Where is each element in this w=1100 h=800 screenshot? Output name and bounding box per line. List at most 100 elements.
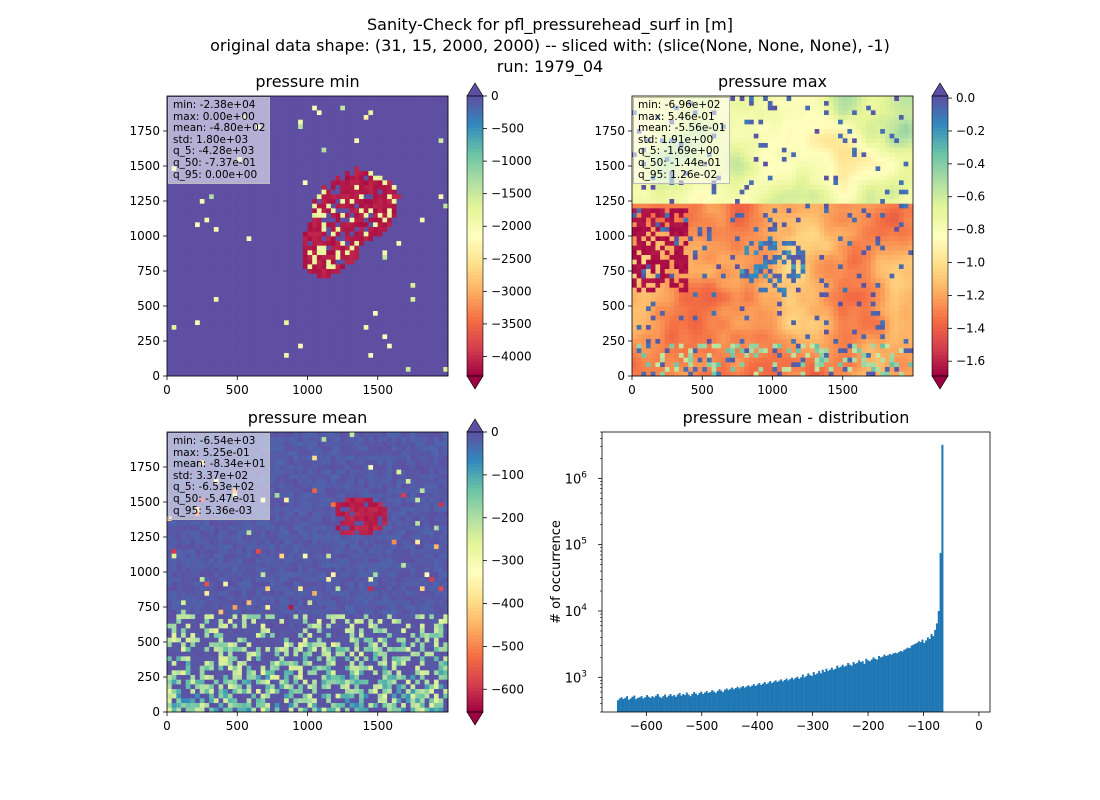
heatmap-cell [326, 100, 332, 106]
heatmap-cell [185, 282, 191, 288]
heatmap-cell [636, 189, 642, 195]
heatmap-cell [692, 320, 698, 326]
colorbar-segment [467, 141, 483, 146]
heatmap-cell [641, 324, 647, 330]
heatmap-cell [646, 240, 652, 246]
heatmap-cell [359, 357, 365, 363]
colorbar-segment [467, 323, 483, 328]
heatmap-cell [279, 282, 285, 288]
heatmap-cell [265, 324, 271, 330]
heatmap-cell [326, 110, 332, 116]
heatmap-cell [312, 282, 318, 288]
heatmap-cell [213, 287, 219, 293]
heatmap-cell [335, 329, 341, 335]
heatmap-cell [377, 110, 383, 116]
heatmap-cell [697, 292, 703, 298]
heatmap-cell [227, 198, 233, 204]
heatmap-cell [429, 128, 435, 134]
heatmap-cell [223, 250, 229, 256]
heatmap-cell [396, 128, 402, 134]
heatmap-cell [321, 250, 327, 256]
heatmap-cell [288, 357, 294, 363]
heatmap-cell [185, 184, 191, 190]
heatmap-cell [171, 217, 177, 223]
heatmap-cell [711, 259, 717, 265]
heatmap-cell [363, 338, 369, 344]
heatmap-cell [387, 156, 393, 162]
heatmap-cell [368, 259, 374, 265]
heatmap-cell [669, 343, 675, 349]
heatmap-cell [204, 324, 210, 330]
heatmap-cell [669, 352, 675, 358]
heatmap-cell [692, 222, 698, 228]
heatmap-cell [284, 147, 290, 153]
heatmap-cell [405, 282, 411, 288]
heatmap-cell [702, 366, 708, 372]
heatmap-cell [419, 226, 425, 232]
heatmap-cell [697, 324, 703, 330]
heatmap-cell [340, 329, 346, 335]
heatmap-cell [368, 138, 374, 144]
colorbar-segment [467, 187, 483, 191]
heatmap-cell [636, 226, 642, 232]
heatmap-cell [176, 245, 182, 251]
heatmap-cell [307, 245, 313, 251]
heatmap-cell [199, 245, 205, 251]
heatmap-cell [706, 366, 712, 372]
heatmap-cell [711, 231, 717, 237]
heatmap-cell [401, 343, 407, 349]
heatmap-cell [270, 273, 276, 279]
heatmap-cell [720, 254, 727, 260]
heatmap-cell [204, 278, 210, 284]
heatmap-cell [419, 170, 425, 176]
heatmap-cell [167, 222, 173, 228]
heatmap-cell [251, 203, 257, 209]
heatmap-cell [674, 329, 680, 335]
heatmap-cell [373, 166, 379, 172]
heatmap-cell [433, 282, 439, 288]
heatmap-cell [391, 273, 397, 279]
heatmap-cell [251, 348, 257, 354]
heatmap-cell [646, 273, 652, 279]
heatmap-cell [424, 119, 430, 125]
heatmap-cell [167, 264, 173, 270]
heatmap-cell [209, 329, 215, 335]
heatmap-cell [359, 268, 365, 274]
heatmap-cell [373, 343, 379, 349]
heatmap-cell [223, 184, 229, 190]
heatmap-cell [706, 324, 712, 330]
heatmap-cell [419, 250, 425, 256]
heatmap-cell [716, 315, 722, 321]
colorbar-segment [467, 337, 483, 342]
heatmap-cell [716, 184, 722, 190]
heatmap-cell [387, 110, 393, 116]
heatmap-cell [326, 366, 332, 372]
heatmap-cell [279, 156, 285, 162]
heatmap-cell [716, 348, 722, 354]
heatmap-cell [176, 236, 182, 242]
heatmap-cell [274, 268, 280, 274]
heatmap-cell [335, 226, 341, 232]
heatmap-cell [415, 306, 421, 312]
heatmap-cell [251, 208, 257, 214]
heatmap-cell [298, 329, 304, 335]
heatmap-cell [415, 254, 421, 260]
heatmap-cell [181, 296, 187, 302]
heatmap-cell [209, 320, 215, 326]
colorbar-segment [467, 299, 483, 303]
heatmap-cell [660, 301, 666, 307]
heatmap-cell [688, 245, 694, 251]
heatmap-cell [181, 268, 187, 274]
heatmap-cell [316, 366, 322, 372]
heatmap-cell [359, 138, 365, 144]
heatmap-cell [237, 203, 243, 209]
heatmap-cell [335, 208, 341, 214]
heatmap-cell [433, 292, 439, 298]
heatmap-cell [433, 273, 439, 279]
heatmap-cell [209, 357, 215, 363]
heatmap-cell [232, 194, 238, 200]
heatmap-cell [669, 371, 675, 377]
heatmap-cell [429, 296, 435, 302]
heatmap-cell [298, 301, 304, 307]
heatmap-cell [340, 259, 346, 265]
